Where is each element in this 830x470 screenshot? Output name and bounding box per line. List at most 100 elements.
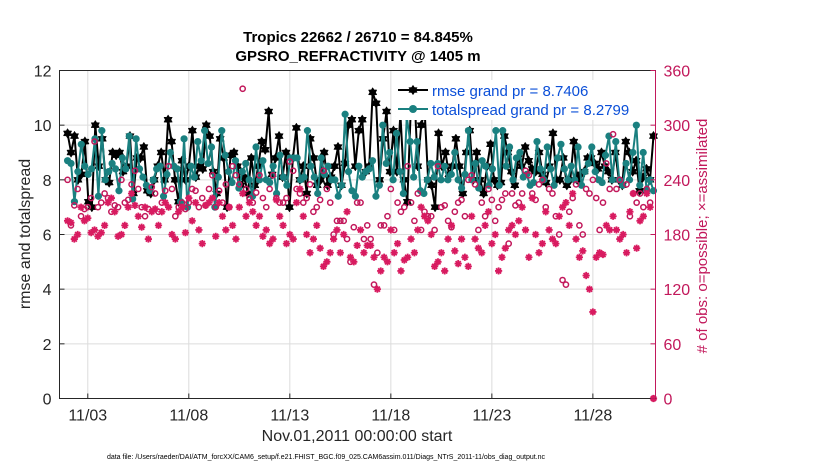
possible-obs-point	[576, 222, 583, 229]
assimilated-obs-point	[400, 256, 408, 264]
possible-obs-point	[232, 171, 240, 179]
totalspread-point	[266, 178, 274, 187]
totalspread-point	[204, 159, 212, 168]
possible-obs-point	[205, 185, 213, 193]
assimilated-obs-point	[427, 230, 435, 239]
totalspread-point	[67, 159, 75, 168]
possible-obs-point	[414, 190, 422, 197]
rmse-point	[333, 141, 343, 153]
rmse-point	[257, 136, 267, 147]
possible-obs-point	[606, 185, 614, 193]
assimilated-obs-point	[269, 235, 277, 243]
totalspread-point	[533, 137, 541, 146]
assimilated-obs-point	[326, 249, 334, 257]
x-tick-label: 11/18	[371, 408, 410, 425]
possible-obs-point	[461, 212, 469, 220]
totalspread-point	[471, 159, 479, 168]
totalspread-point	[81, 162, 89, 170]
totalspread-point	[156, 162, 164, 170]
assimilated-obs-point	[481, 221, 489, 229]
assimilated-obs-point	[104, 199, 112, 207]
possible-obs-point	[613, 185, 620, 193]
possible-obs-point	[572, 181, 580, 188]
totalspread-point	[331, 176, 339, 184]
assimilated-obs-point	[323, 258, 331, 266]
possible-obs-point	[148, 183, 156, 191]
possible-obs-point	[242, 185, 250, 193]
assimilated-obs-point	[474, 244, 482, 252]
totalspread-point	[495, 181, 503, 189]
x-tick-label: 11/13	[270, 408, 309, 425]
totalspread-point	[94, 192, 103, 200]
possible-obs-point	[636, 190, 644, 197]
assimilated-obs-point	[383, 258, 392, 266]
assimilated-obs-point	[151, 205, 159, 213]
assimilated-obs-point	[306, 249, 314, 257]
assimilated-obs-point	[609, 212, 617, 220]
possible-obs-point	[114, 203, 122, 211]
assimilated-obs-point	[154, 221, 163, 229]
assimilated-obs-point	[252, 221, 260, 229]
possible-obs-point	[91, 138, 98, 145]
totalspread-point	[269, 162, 277, 170]
totalspread-point	[101, 176, 109, 184]
assimilated-obs-point	[515, 217, 523, 225]
totalspread-point	[427, 159, 435, 168]
series-line	[66, 113, 655, 209]
possible-obs-point	[289, 167, 297, 175]
totalspread-point	[310, 173, 318, 181]
possible-obs-point	[407, 199, 415, 206]
possible-obs-point	[151, 190, 159, 197]
totalspread-point	[516, 148, 524, 157]
chart-title-line-2: GPSRO_REFRACTIVITY @ 1405 m	[235, 48, 480, 65]
assimilated-obs-point	[141, 203, 149, 211]
possible-obs-point	[350, 223, 358, 231]
assimilated-obs-point	[188, 217, 196, 225]
assimilated-obs-point	[134, 212, 142, 220]
rmse-point	[291, 122, 301, 134]
rmse-point	[187, 125, 197, 136]
assimilated-obs-point	[494, 267, 503, 275]
assimilated-obs-point	[461, 253, 469, 261]
assimilated-obs-point	[131, 201, 139, 209]
assimilated-obs-point	[525, 253, 533, 261]
totalspread-point	[437, 176, 445, 184]
rmse-point	[229, 147, 239, 158]
assimilated-obs-point	[447, 221, 456, 229]
totalspread-point	[283, 181, 291, 189]
totalspread-point	[324, 162, 332, 170]
possible-obs-point	[370, 281, 378, 288]
assimilated-obs-point	[228, 221, 237, 229]
totalspread-point	[259, 157, 267, 165]
possible-obs-point	[97, 199, 105, 206]
possible-obs-point	[84, 203, 92, 211]
totalspread-point	[399, 189, 407, 198]
assimilated-obs-point	[569, 189, 577, 198]
assimilated-obs-point	[380, 253, 388, 261]
possible-obs-point	[508, 190, 516, 197]
possible-obs-point	[501, 190, 509, 197]
totalspread-point	[488, 165, 497, 173]
totalspread-point	[221, 151, 229, 159]
totalspread-point	[146, 187, 154, 195]
possible-obs-point	[212, 203, 220, 211]
totalspread-point	[320, 170, 329, 178]
assimilated-obs-point	[606, 226, 614, 234]
possible-obs-point	[353, 199, 361, 206]
assimilated-obs-point	[195, 226, 203, 234]
totalspread-point	[303, 127, 312, 135]
y-axis-label-left: rmse and totalspread	[17, 159, 34, 309]
rmse-point	[520, 141, 530, 153]
totalspread-point	[396, 168, 404, 176]
totalspread-point	[499, 127, 507, 135]
totalspread-point	[355, 162, 363, 170]
totalspread-point	[505, 143, 514, 151]
possible-obs-point	[518, 190, 526, 197]
totalspread-point	[166, 148, 174, 157]
assimilated-obs-point	[94, 232, 102, 240]
possible-obs-point	[464, 176, 472, 184]
totalspread-point	[159, 192, 168, 200]
assimilated-obs-point	[356, 226, 365, 234]
possible-obs-point	[340, 217, 348, 225]
